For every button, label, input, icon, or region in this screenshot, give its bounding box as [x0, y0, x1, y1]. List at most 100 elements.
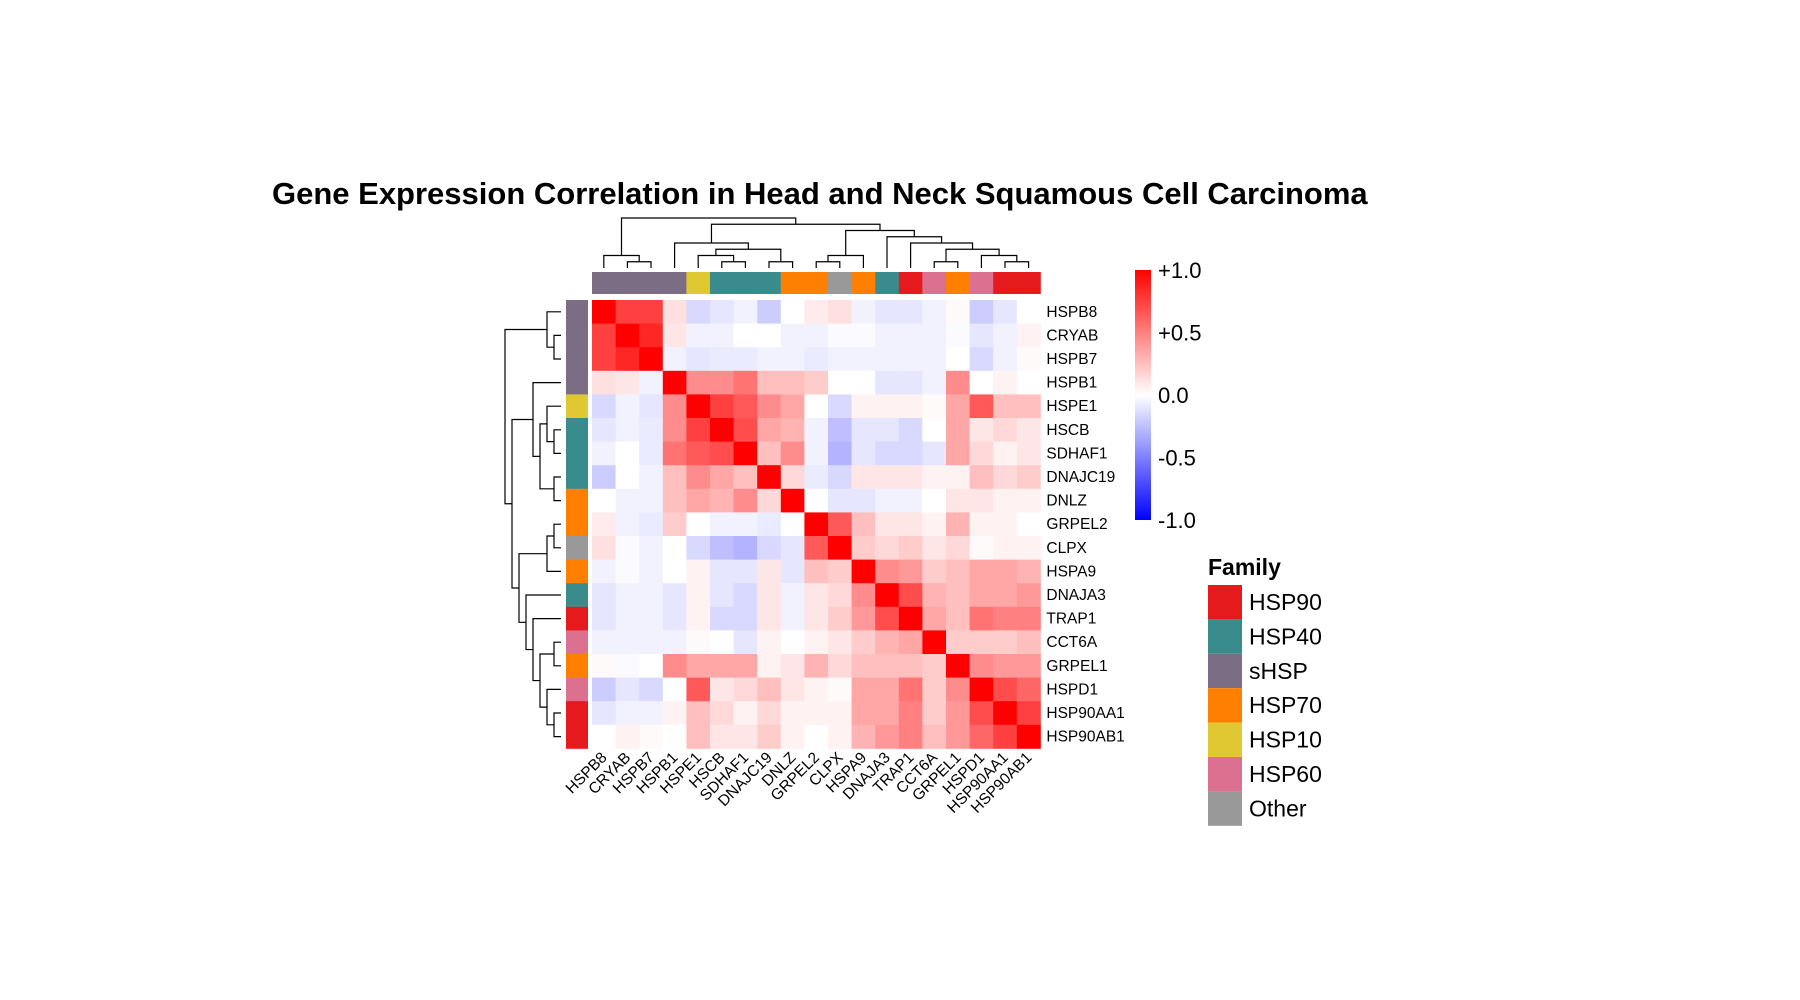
legend-label: HSP60: [1249, 761, 1322, 787]
heatmap-cell: [662, 630, 687, 655]
column-annotation-cell: [780, 272, 805, 294]
heatmap-cell: [686, 394, 711, 419]
heatmap-cell: [922, 583, 947, 608]
heatmap-cell: [592, 630, 616, 655]
heatmap-cell: [639, 441, 664, 466]
color-scale-gradient: [1135, 270, 1151, 520]
heatmap-cell: [946, 724, 970, 749]
legend-swatch: [1208, 688, 1242, 723]
heatmap-cell: [733, 677, 758, 702]
heatmap-cell: [804, 701, 829, 726]
heatmap-cell: [828, 630, 852, 655]
heatmap-cell: [875, 488, 900, 513]
heatmap-cell: [710, 488, 734, 513]
row-label: HSPB8: [1046, 304, 1097, 321]
heatmap-cell: [828, 323, 852, 348]
row-label: CLPX: [1046, 540, 1087, 557]
heatmap-cell: [710, 512, 734, 537]
heatmap-cell: [592, 441, 616, 466]
row-annotation-cell: [566, 512, 588, 537]
heatmap-cell: [686, 370, 711, 395]
heatmap-cell: [875, 654, 900, 678]
column-annotation-cell: [828, 272, 852, 294]
heatmap-cell: [1016, 323, 1041, 348]
heatmap-cell: [828, 512, 852, 537]
heatmap-cell: [1016, 300, 1041, 324]
dendrogram-branch: [910, 242, 974, 268]
heatmap-cell: [851, 488, 876, 513]
heatmap-cell: [946, 465, 970, 490]
heatmap-cell: [993, 394, 1018, 419]
row-label: HSPA9: [1046, 563, 1096, 580]
heatmap-cell: [686, 677, 711, 702]
legend-title: Family: [1208, 554, 1281, 580]
heatmap-cell: [592, 323, 616, 348]
heatmap-cell: [922, 559, 947, 584]
heatmap-cell: [969, 300, 994, 324]
heatmap-cell: [686, 654, 711, 678]
heatmap-cell: [662, 323, 687, 348]
heatmap-cell: [922, 441, 947, 466]
row-label: SDHAF1: [1046, 445, 1107, 462]
heatmap-cell: [922, 370, 947, 395]
heatmap-cell: [851, 583, 876, 608]
heatmap-cell: [615, 724, 640, 749]
heatmap-cell: [1016, 512, 1041, 537]
row-label: HSPB1: [1046, 375, 1097, 392]
heatmap-cell: [662, 654, 687, 678]
heatmap-cell: [851, 724, 876, 749]
heatmap-cell: [592, 370, 616, 395]
heatmap-cell: [592, 583, 616, 608]
row-annotation-bar: [566, 300, 588, 749]
heatmap-cell: [922, 536, 947, 560]
heatmap-cell: [851, 347, 876, 372]
heatmap-cell: [875, 394, 900, 419]
heatmap-cell: [757, 701, 782, 726]
legend-label: HSP40: [1249, 623, 1322, 649]
column-annotation-cell: [922, 272, 947, 294]
heatmap-cell: [662, 583, 687, 608]
heatmap-cell: [875, 347, 900, 372]
heatmap-cell: [875, 701, 900, 726]
heatmap-cell: [969, 654, 994, 678]
heatmap-cell: [875, 724, 900, 749]
row-label: DNAJA3: [1046, 587, 1105, 604]
heatmap-cell: [946, 347, 970, 372]
legend-swatch: [1208, 653, 1242, 689]
column-annotation-cell: [875, 272, 900, 294]
heatmap-cell: [828, 441, 852, 466]
heatmap-cell: [875, 677, 900, 702]
dendrogram-branch: [532, 618, 561, 682]
heatmap-cell: [946, 677, 970, 702]
heatmap-cell: [969, 441, 994, 466]
heatmap-cell: [898, 512, 923, 537]
heatmap-cell: [946, 701, 970, 726]
heatmap-cell: [922, 488, 947, 513]
heatmap-cell: [592, 512, 616, 537]
heatmap-cell: [922, 323, 947, 348]
heatmap-cell: [757, 488, 782, 513]
heatmap-cell: [1016, 630, 1041, 655]
column-annotation-cell: [898, 272, 923, 294]
heatmap-cell: [1016, 606, 1041, 631]
heatmap-cell: [993, 418, 1018, 442]
heatmap-cell: [898, 300, 923, 324]
heatmap-cell: [922, 606, 947, 631]
color-scale-tick-label: +1.0: [1158, 258, 1201, 283]
heatmap-cell: [898, 347, 923, 372]
heatmap-cell: [993, 488, 1018, 513]
heatmap-cell: [780, 583, 805, 608]
heatmap-cell: [780, 724, 805, 749]
heatmap-cell: [946, 323, 970, 348]
heatmap-cell: [828, 394, 852, 419]
heatmap-cell: [969, 606, 994, 631]
heatmap-cell: [757, 370, 782, 395]
heatmap-cell: [898, 394, 923, 419]
heatmap-cell: [922, 724, 947, 749]
heatmap-cell: [710, 630, 734, 655]
heatmap-cell: [946, 370, 970, 395]
heatmap-cell: [898, 654, 923, 678]
column-annotation-cell: [804, 272, 829, 294]
heatmap-cell: [592, 654, 616, 678]
heatmap-cell: [615, 441, 640, 466]
